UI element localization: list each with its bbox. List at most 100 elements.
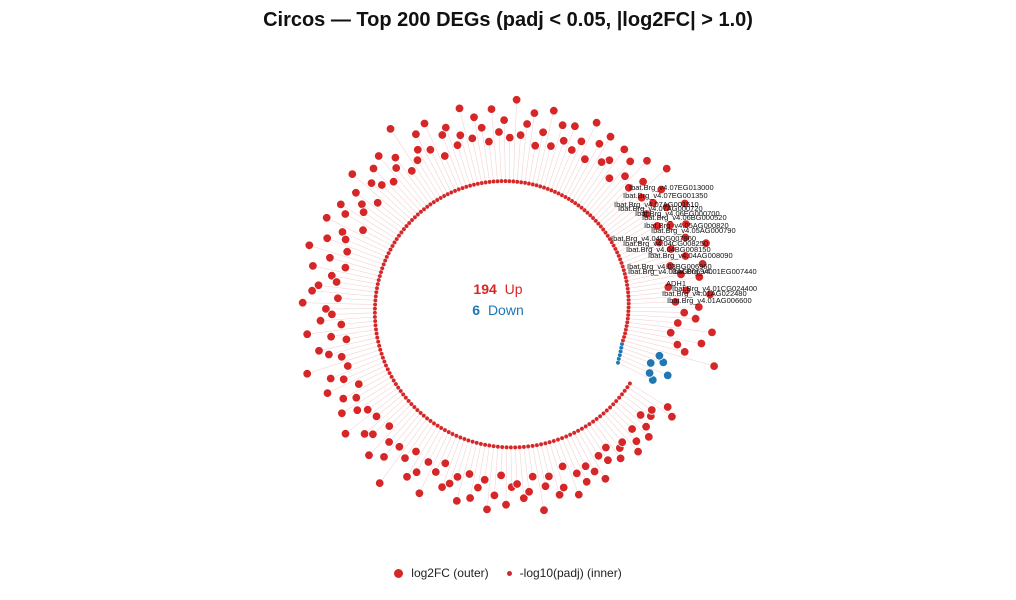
inner-point-up	[435, 423, 440, 429]
outer-point-up	[338, 393, 349, 404]
outer-point-up	[538, 127, 548, 138]
spoke-line	[345, 213, 395, 243]
spoke-line	[577, 430, 606, 479]
outer-point-up	[694, 302, 704, 312]
spoke-line	[621, 343, 660, 357]
outer-point-up	[302, 329, 312, 339]
spoke-layer	[302, 99, 715, 511]
outer-point-up	[302, 369, 312, 379]
spoke-line	[626, 325, 671, 333]
chart-title: Circos — Top 200 DEGs (padj < 0.05, |log…	[263, 9, 753, 31]
spoke-line	[587, 161, 631, 213]
outer-point-up	[440, 458, 451, 469]
outer-point-up	[484, 136, 494, 147]
inner-point-up	[594, 416, 599, 422]
outer-point-up	[663, 402, 673, 412]
spoke-line	[320, 316, 375, 321]
inner-point-up	[518, 179, 524, 185]
legend-item-outer: log2FC (outer)	[394, 566, 489, 580]
outer-point-up	[557, 120, 568, 130]
outer-point-up	[648, 198, 658, 208]
spoke-line	[330, 357, 384, 379]
outer-point-up	[594, 139, 605, 149]
outer-point-up	[327, 271, 337, 281]
spoke-line	[498, 131, 502, 182]
outer-point-up	[494, 127, 504, 137]
inner-point-up	[428, 418, 433, 424]
spoke-line	[627, 386, 673, 417]
spoke-line	[318, 285, 377, 293]
inner-point-up	[373, 293, 379, 299]
inner-point-up	[576, 202, 581, 208]
spoke-line	[389, 403, 412, 427]
outer-point-up	[631, 436, 642, 446]
inner-point-up	[504, 444, 509, 450]
gene-label-layer: Ibat.Brg_v4.07EG013000Ibat.Brg_v4.07EG00…	[611, 183, 757, 305]
outer-point-up	[437, 482, 447, 492]
spoke-line	[625, 333, 678, 345]
spoke-line	[302, 302, 376, 305]
inner-point-up	[398, 388, 404, 394]
outer-point-up	[663, 282, 674, 292]
outer-point-up	[656, 184, 667, 195]
outer-point-up	[697, 259, 708, 269]
spoke-line	[371, 182, 413, 221]
outer-point-up	[482, 504, 492, 515]
spoke-line	[628, 314, 696, 319]
outer-point-up	[364, 450, 374, 460]
spoke-line	[613, 203, 685, 246]
inner-point-up	[508, 444, 514, 450]
gene-label: Ibat.Brg_v4.01EG007440	[672, 267, 757, 276]
legend-item-inner: -log10(padj) (inner)	[506, 566, 622, 580]
gene-label: Ibat.Brg_v4.05AG000820	[644, 221, 729, 230]
inner-point-up	[613, 398, 619, 404]
outer-point-up	[322, 213, 332, 223]
outer-point-up	[666, 328, 676, 338]
spoke-line	[505, 447, 507, 505]
spoke-line	[628, 286, 669, 293]
inner-point-up	[491, 443, 496, 449]
outer-point-up	[444, 478, 455, 489]
outer-point-up	[644, 432, 654, 442]
outer-point-up	[304, 240, 315, 251]
outer-point-up	[559, 136, 569, 146]
outer-point-up	[580, 461, 591, 471]
spoke-line	[543, 125, 563, 188]
spoke-line	[618, 223, 687, 257]
spoke-line	[416, 427, 442, 473]
spoke-line	[327, 365, 387, 394]
inner-point-up	[395, 385, 401, 390]
inner-point-up	[372, 318, 378, 324]
outer-point-up	[499, 115, 509, 125]
spoke-line	[460, 135, 475, 185]
outer-point-up	[654, 237, 664, 248]
outer-point-up	[308, 261, 318, 271]
inner-point-up	[482, 442, 488, 448]
spoke-line	[390, 128, 438, 201]
spoke-line	[486, 446, 494, 510]
outer-point-up	[331, 277, 342, 287]
spoke-line	[368, 406, 415, 456]
outer-point-up	[589, 466, 600, 477]
outer-point-up	[549, 105, 559, 116]
outer-point-up	[676, 269, 686, 280]
inner-point-up	[400, 391, 406, 397]
inner-point-up	[377, 347, 383, 353]
spoke-line	[343, 372, 390, 399]
inner-point-up	[418, 209, 424, 215]
outer-point-up	[665, 261, 675, 271]
outer-point-up	[665, 220, 675, 231]
outer-point-up	[315, 316, 326, 326]
legend-marker-outer	[394, 568, 404, 578]
inner-point-up	[372, 302, 378, 307]
outer-point-up	[379, 452, 389, 462]
spoke-line	[596, 418, 621, 449]
spoke-line	[331, 312, 375, 315]
outer-point-up	[371, 411, 382, 422]
outer-point-up	[574, 489, 584, 500]
spoke-line	[355, 192, 405, 230]
spoke-line	[484, 445, 490, 480]
outer-point-up	[673, 318, 683, 328]
spoke-line	[364, 397, 406, 435]
inner-point-up	[389, 374, 394, 380]
